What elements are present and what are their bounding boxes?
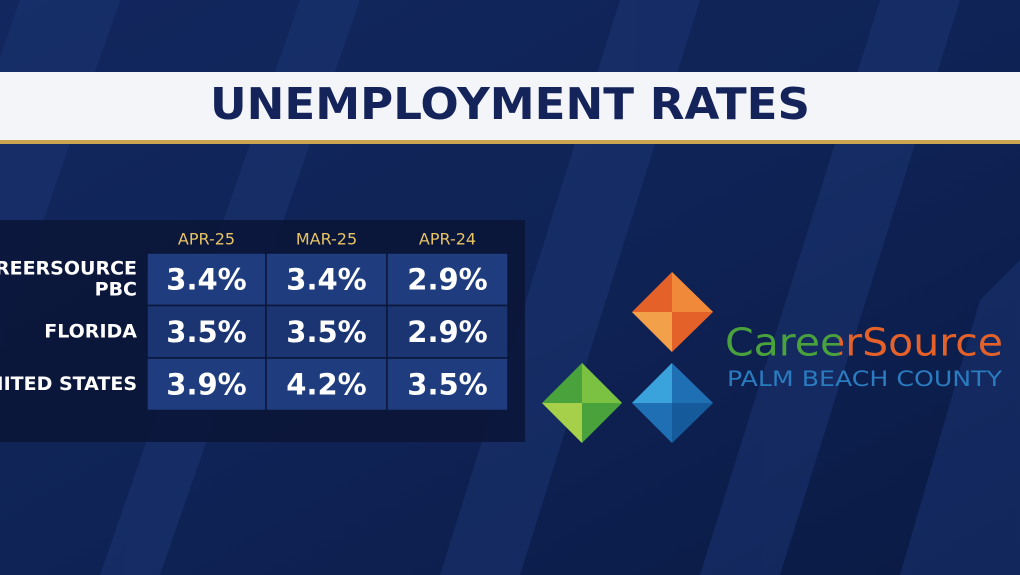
cell-value: 3.9% bbox=[166, 367, 246, 401]
cell-value: 3.4% bbox=[286, 262, 366, 296]
cell bbox=[386, 304, 509, 359]
cell-value: 2.9% bbox=[407, 315, 487, 349]
column-header: APR-25 bbox=[178, 230, 235, 249]
row-label: FLORIDA bbox=[44, 320, 137, 342]
row-label: UNITED STATES bbox=[0, 373, 137, 395]
cell-value: 3.5% bbox=[286, 315, 366, 349]
cell-value: 4.2% bbox=[286, 367, 366, 401]
table: APR-25 MAR-25 APR-24 CAREERSOURCEPBC 3.4% 3.4… bbox=[0, 230, 509, 412]
cell bbox=[265, 357, 388, 412]
cell bbox=[386, 252, 509, 307]
logo-mark bbox=[542, 272, 713, 443]
cell bbox=[146, 357, 267, 412]
cell-value: 2.9% bbox=[407, 262, 487, 296]
row-label: CAREERSOURCE bbox=[0, 257, 137, 279]
logo-subtitle: PALM BEACH COUNTY bbox=[727, 367, 1002, 391]
column-header: MAR-25 bbox=[296, 230, 357, 249]
row-label: PBC bbox=[95, 278, 137, 300]
title: UNEMPLOYMENT RATES bbox=[210, 79, 810, 130]
cell bbox=[386, 357, 509, 412]
cell bbox=[265, 252, 388, 307]
cell-value: 3.5% bbox=[166, 315, 246, 349]
title-underline bbox=[0, 140, 1020, 144]
column-header: APR-24 bbox=[419, 230, 476, 249]
cell bbox=[146, 304, 267, 359]
logo-name: CareerSource bbox=[725, 321, 1003, 365]
title-bar bbox=[0, 72, 1020, 140]
cell-value: 3.4% bbox=[166, 262, 246, 296]
cell-value: 3.5% bbox=[407, 367, 487, 401]
cell bbox=[265, 304, 388, 359]
